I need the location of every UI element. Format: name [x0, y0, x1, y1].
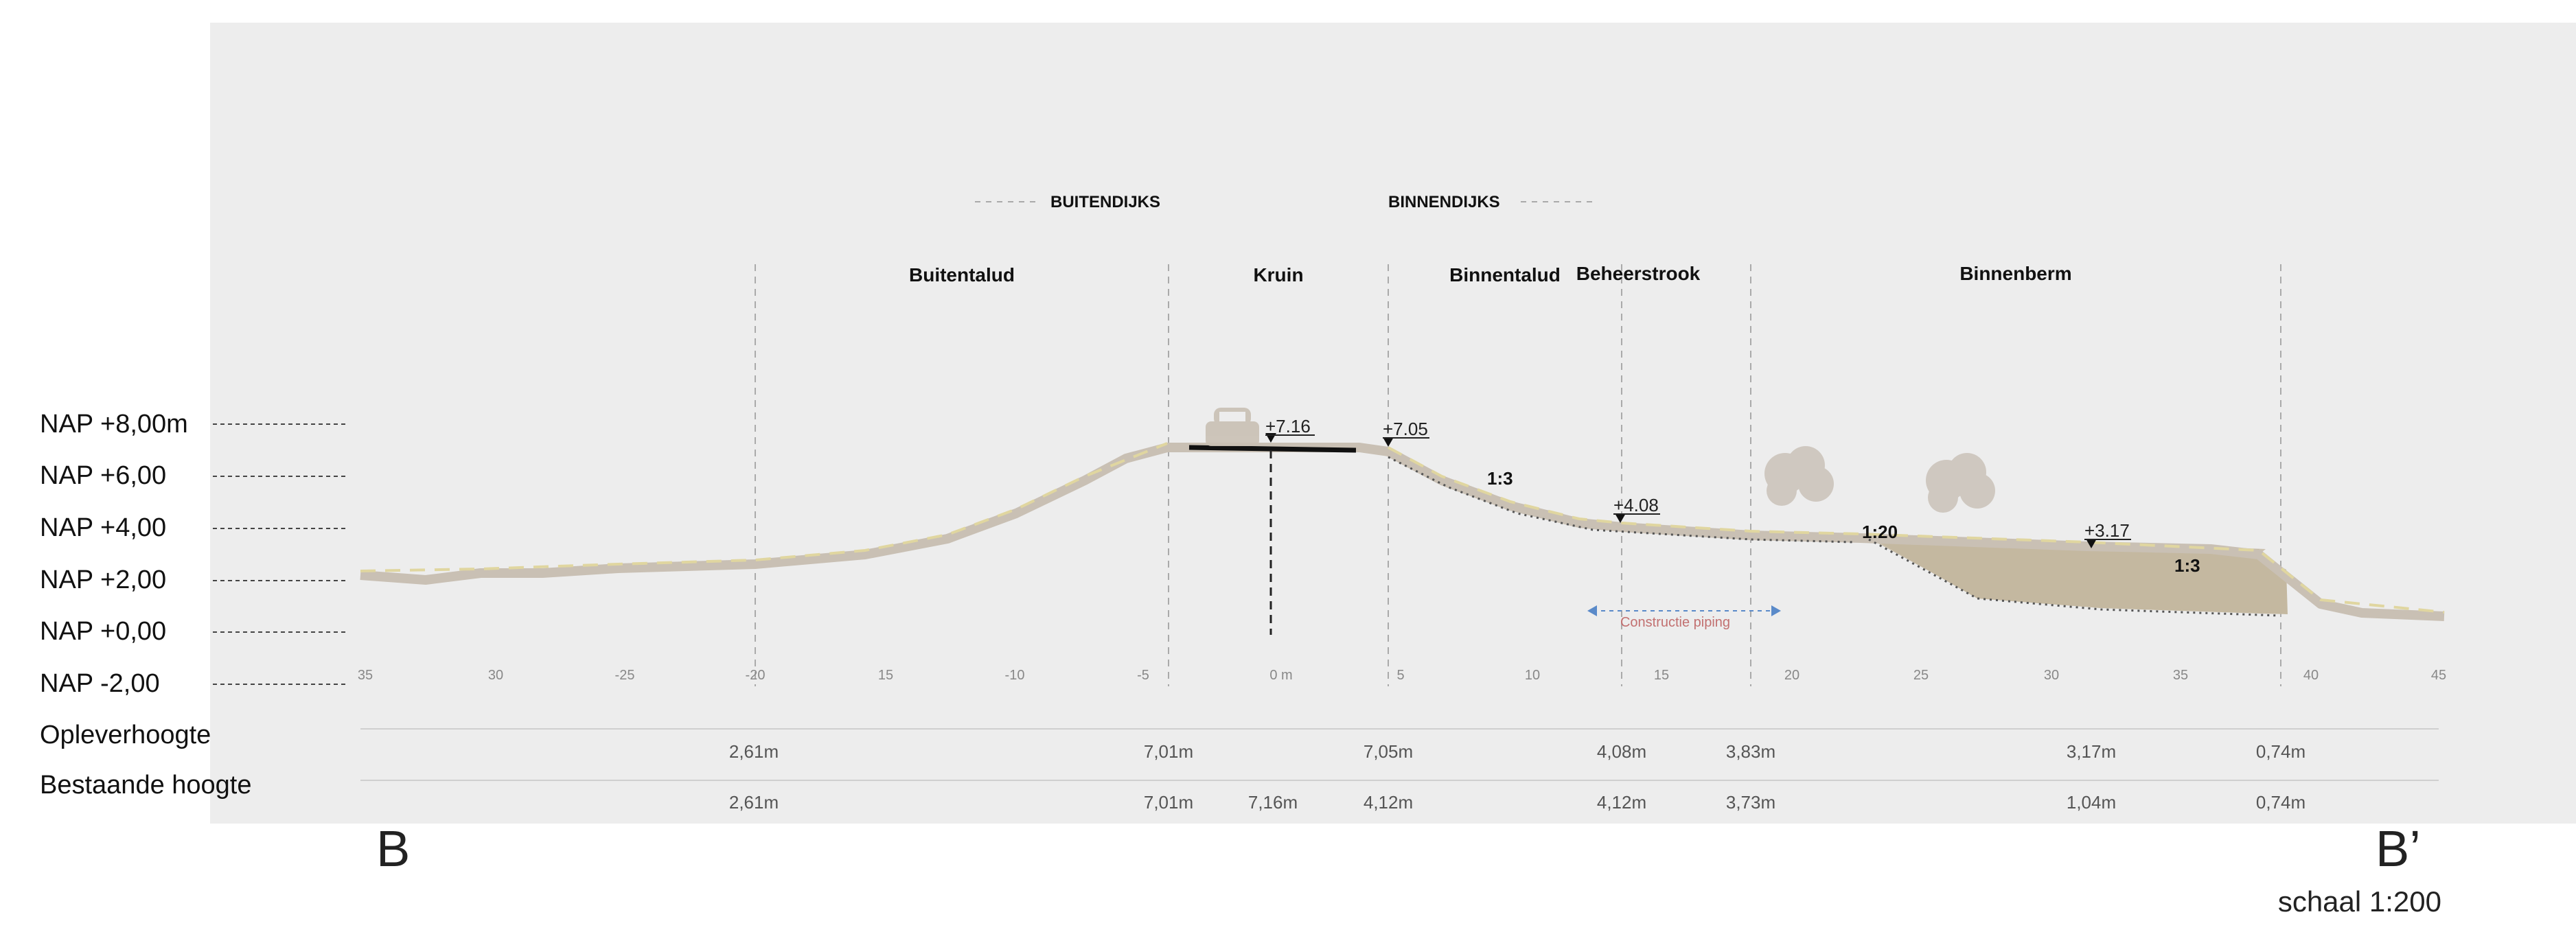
table-cell: 3,83m	[1726, 741, 1775, 762]
axis-tick: 45	[2431, 668, 2446, 683]
dotted-subsoil	[1388, 456, 2280, 617]
axis-tick: 20	[1784, 668, 1799, 683]
zone-binnenberm: Binnenberm	[1959, 263, 2071, 284]
row-label-opleverhoogte: Opleverhoogte	[40, 721, 211, 749]
zone-dividers	[755, 264, 2281, 686]
axis-tick: 10	[1525, 668, 1540, 683]
elevation-label: +3.17	[2084, 520, 2130, 541]
axis-tick: 30	[488, 668, 503, 683]
table-cell: 0,74m	[2256, 792, 2305, 813]
drawing-panel	[210, 23, 2576, 824]
axis-tick: 15	[878, 668, 893, 683]
row-label-bestaande-hoogte: Bestaande hoogte	[40, 771, 252, 800]
bestaande-hoogte-row: 2,61m 7,01m 7,16m 4,12m 4,12m 3,73m 1,04…	[729, 792, 2305, 813]
car-icon	[1206, 408, 1259, 446]
binnenberm-wedge	[1869, 537, 2288, 614]
slope-label: 1:3	[1487, 468, 1513, 489]
zone-buitentalud: Buitentalud	[909, 264, 1015, 286]
table-cell: 7,05m	[1364, 741, 1413, 762]
slope-label: 1:3	[2174, 555, 2200, 576]
table-cell: 2,61m	[729, 741, 779, 762]
zone-labels: Buitentalud Kruin Binnentalud Beheerstro…	[909, 263, 2072, 286]
slope-labels: 1:3 1:20 1:3	[1487, 468, 2200, 576]
x-axis: 35 30 -25 -20 15 -10 -5 0 m 5 10 15 20 2…	[358, 668, 2446, 683]
crest-road	[1188, 445, 1357, 635]
ground-profile	[360, 442, 2445, 621]
binnendijks-label: BINNENDIJKS	[1388, 193, 1500, 211]
road-surface	[1188, 445, 1357, 453]
table-lines	[360, 728, 2439, 781]
section-end-label: B’	[2376, 820, 2421, 877]
tree-icon	[1926, 453, 1995, 513]
table-cell: 4,08m	[1597, 741, 1646, 762]
axis-tick: 40	[2303, 668, 2319, 683]
piping-label: Constructie piping	[1620, 615, 1730, 630]
table-cell: 0,74m	[2256, 741, 2305, 762]
level-label: NAP +0,00	[40, 617, 166, 646]
ground-line	[360, 443, 2445, 621]
axis-tick: 35	[2173, 668, 2188, 683]
axis-tick: 15	[1654, 668, 1669, 683]
tree-icon	[1764, 446, 1834, 506]
table-cell: 1,04m	[2067, 792, 2116, 813]
axis-tick: -20	[746, 668, 766, 683]
table-cell: 2,61m	[729, 792, 779, 813]
axis-tick: -10	[1005, 668, 1025, 683]
elevation-label: +4.08	[1613, 495, 1659, 515]
section-start-label: B	[376, 820, 410, 877]
table-cell: 4,12m	[1597, 792, 1646, 813]
grass-line	[360, 442, 2445, 614]
axis-tick: 35	[358, 668, 373, 683]
axis-tick: 30	[2044, 668, 2059, 683]
axis-tick: -25	[615, 668, 635, 683]
level-label: NAP +4,00	[40, 513, 166, 542]
level-label: NAP +2,00	[40, 566, 166, 594]
zone-binnentalud: Binnentalud	[1449, 264, 1561, 286]
zone-beheerstrook: Beheerstrook	[1576, 263, 1701, 284]
table-cell: 3,17m	[2067, 741, 2116, 762]
slope-label: 1:20	[1862, 522, 1898, 542]
side-headings: BUITENDIJKS BINNENDIJKS	[975, 193, 1593, 211]
elevation-label: +7.16	[1265, 416, 1311, 436]
level-label: NAP +6,00	[40, 461, 166, 490]
level-labels: NAP +8,00m NAP +6,00 NAP +4,00 NAP +2,00…	[40, 410, 347, 698]
table-cell: 4,12m	[1364, 792, 1413, 813]
axis-tick: -5	[1137, 668, 1149, 683]
table-cell: 3,73m	[1726, 792, 1775, 813]
axis-tick: 0 m	[1269, 668, 1292, 683]
table-cell: 7,01m	[1144, 792, 1193, 813]
level-label: NAP -2,00	[40, 669, 160, 698]
table-cell: 7,16m	[1248, 792, 1298, 813]
opleverhoogte-row: 2,61m 7,01m 7,05m 4,08m 3,83m 3,17m 0,74…	[729, 741, 2305, 762]
table-cell: 7,01m	[1144, 741, 1193, 762]
axis-tick: 25	[1913, 668, 1929, 683]
piping-construction: Constructie piping	[1587, 605, 1781, 630]
elevation-markers: +7.16 +7.05 +4.08 +3.17	[1265, 416, 2131, 548]
scale-label: schaal 1:200	[2278, 885, 2441, 918]
level-label: NAP +8,00m	[40, 410, 188, 439]
axis-tick: 5	[1396, 668, 1404, 683]
elevation-label: +7.05	[1383, 419, 1428, 439]
zone-kruin: Kruin	[1253, 264, 1303, 286]
buitendijks-label: BUITENDIJKS	[1050, 193, 1160, 211]
